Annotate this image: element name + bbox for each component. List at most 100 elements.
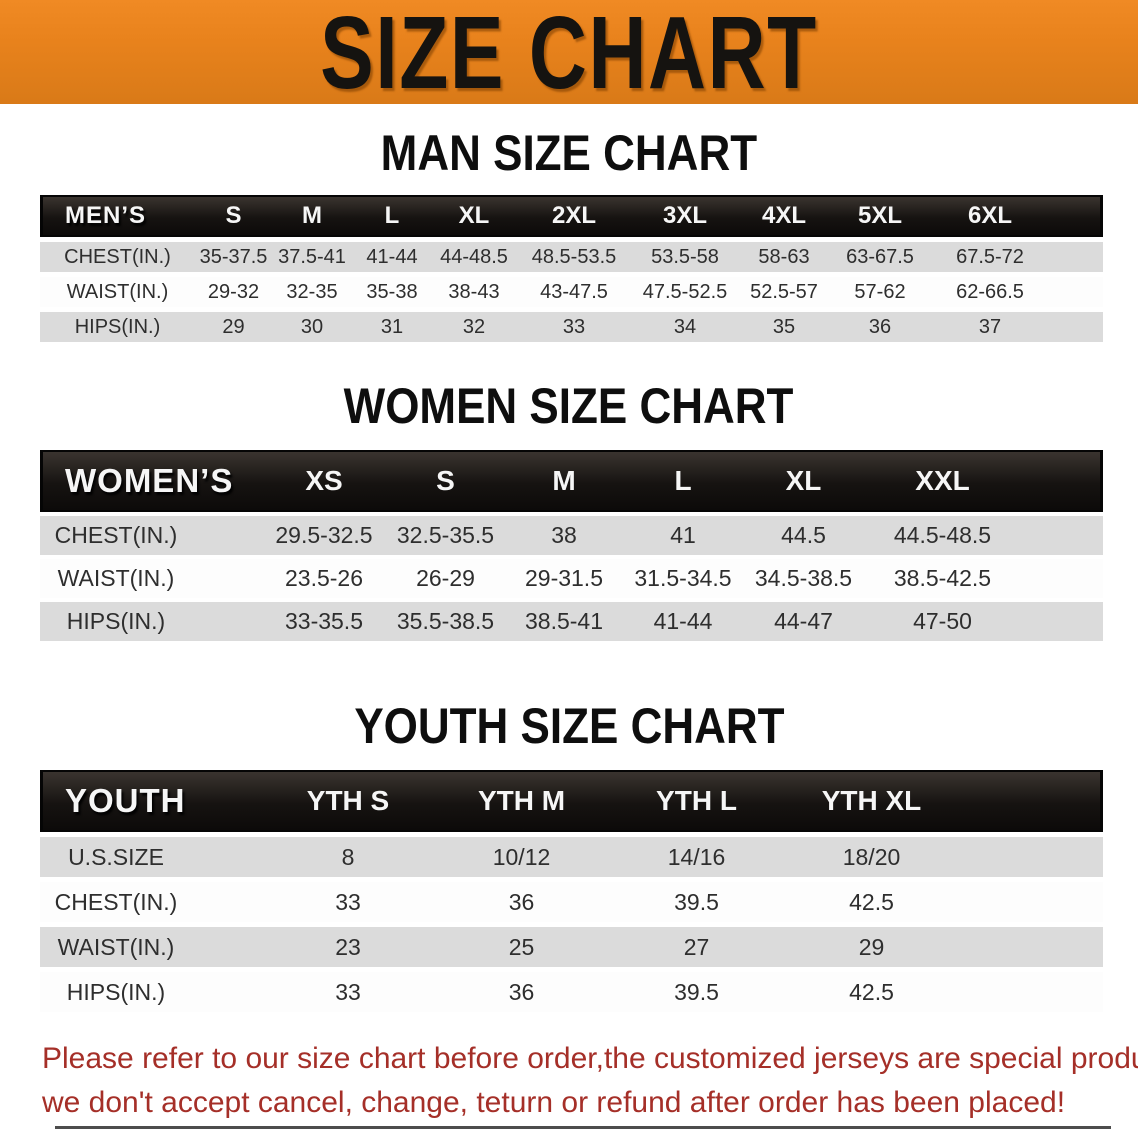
women-corner-label: WOMEN’S [40,450,262,512]
table-cell: 38.5-42.5 [864,559,1021,598]
table-cell: 35-37.5 [195,242,272,272]
table-cell: 35 [738,312,830,342]
table-cell: 37 [930,312,1050,342]
column-header: 4XL [738,195,830,237]
table-cell: 29-31.5 [505,559,623,598]
spacer-cell [959,882,1103,922]
youth-size-table: YOUTH YTH S YTH M YTH L YTH XL U.S.SIZE … [40,765,1103,1017]
column-header: 6XL [930,195,1050,237]
table-cell: 32 [432,312,516,342]
spacer-cell [959,770,1103,832]
table-row: CHEST(IN.) 29.5-32.5 32.5-35.5 38 41 44.… [40,516,1103,555]
table-cell: 57-62 [830,277,930,307]
youth-header-row: YOUTH YTH S YTH M YTH L YTH XL [40,770,1103,832]
table-cell: 38-43 [432,277,516,307]
table-cell: 36 [434,972,609,1012]
table-cell: 42.5 [784,972,959,1012]
table-cell: 41 [623,516,743,555]
column-header: L [352,195,432,237]
table-cell: 29 [195,312,272,342]
page-title: SIZE CHART [250,1,888,104]
table-cell: 36 [830,312,930,342]
table-cell: 23 [262,927,434,967]
spacer-cell [1021,602,1103,641]
men-section-heading: MAN SIZE CHART [0,128,1138,178]
table-cell: 8 [262,837,434,877]
page-title-text: SIZE CHART [320,0,818,110]
table-cell: 38.5-41 [505,602,623,641]
table-cell: 23.5-26 [262,559,386,598]
row-label: CHEST(IN.) [40,242,195,272]
column-header: XXL [864,450,1021,512]
youth-section-heading-text: YOUTH SIZE CHART [353,698,785,754]
table-cell: 58-63 [738,242,830,272]
row-label: CHEST(IN.) [40,516,262,555]
row-label: HIPS(IN.) [40,972,262,1012]
table-cell: 44.5-48.5 [864,516,1021,555]
column-header: 5XL [830,195,930,237]
table-cell: 32.5-35.5 [386,516,505,555]
spacer-cell [1050,312,1103,342]
column-header: 3XL [632,195,738,237]
table-cell: 27 [609,927,784,967]
banner: SIZE CHART [0,0,1138,104]
table-cell: 32-35 [272,277,352,307]
spacer-cell [1050,242,1103,272]
table-row: WAIST(IN.) 23.5-26 26-29 29-31.5 31.5-34… [40,559,1103,598]
table-cell: 30 [272,312,352,342]
table-cell: 39.5 [609,882,784,922]
table-cell: 29 [784,927,959,967]
table-cell: 29.5-32.5 [262,516,386,555]
table-cell: 62-66.5 [930,277,1050,307]
youth-section-heading: YOUTH SIZE CHART [0,701,1138,751]
table-cell: 33 [516,312,632,342]
table-cell: 48.5-53.5 [516,242,632,272]
row-label: CHEST(IN.) [40,882,262,922]
table-cell: 25 [434,927,609,967]
table-row: CHEST(IN.) 35-37.5 37.5-41 41-44 44-48.5… [40,242,1103,272]
column-header: M [505,450,623,512]
table-cell: 35.5-38.5 [386,602,505,641]
men-section-heading-text: MAN SIZE CHART [380,125,758,181]
column-header: XL [743,450,864,512]
table-row: HIPS(IN.) 33-35.5 35.5-38.5 38.5-41 41-4… [40,602,1103,641]
row-label: WAIST(IN.) [40,559,262,598]
table-cell: 35-38 [352,277,432,307]
spacer-cell [1021,516,1103,555]
table-cell: 33 [262,882,434,922]
spacer-cell [959,927,1103,967]
table-cell: 18/20 [784,837,959,877]
table-cell: 33 [262,972,434,1012]
table-row: U.S.SIZE 8 10/12 14/16 18/20 [40,837,1103,877]
table-cell: 31.5-34.5 [623,559,743,598]
table-cell: 67.5-72 [930,242,1050,272]
row-label: HIPS(IN.) [40,312,195,342]
table-cell: 41-44 [623,602,743,641]
column-header: S [195,195,272,237]
column-header: 2XL [516,195,632,237]
table-row: WAIST(IN.) 23 25 27 29 [40,927,1103,967]
men-header-row: MEN’S S M L XL 2XL 3XL 4XL 5XL 6XL [40,195,1103,237]
row-label: WAIST(IN.) [40,277,195,307]
table-cell: 14/16 [609,837,784,877]
table-row: HIPS(IN.) 33 36 39.5 42.5 [40,972,1103,1012]
table-cell: 33-35.5 [262,602,386,641]
spacer-cell [1021,559,1103,598]
footer-note-line2: we don't accept cancel, change, teturn o… [42,1086,1066,1119]
table-cell: 52.5-57 [738,277,830,307]
youth-corner-label: YOUTH [40,770,262,832]
table-cell: 37.5-41 [272,242,352,272]
men-size-table: MEN’S S M L XL 2XL 3XL 4XL 5XL 6XL CHEST… [40,190,1103,347]
row-label: U.S.SIZE [40,837,262,877]
column-header: YTH XL [784,770,959,832]
table-row: HIPS(IN.) 29 30 31 32 33 34 35 36 37 [40,312,1103,342]
table-cell: 44-48.5 [432,242,516,272]
table-cell: 44-47 [743,602,864,641]
women-section-heading-text: WOMEN SIZE CHART [344,378,794,434]
table-cell: 26-29 [386,559,505,598]
women-header-row: WOMEN’S XS S M L XL XXL [40,450,1103,512]
row-label: WAIST(IN.) [40,927,262,967]
men-corner-label: MEN’S [40,195,195,237]
table-cell: 47-50 [864,602,1021,641]
